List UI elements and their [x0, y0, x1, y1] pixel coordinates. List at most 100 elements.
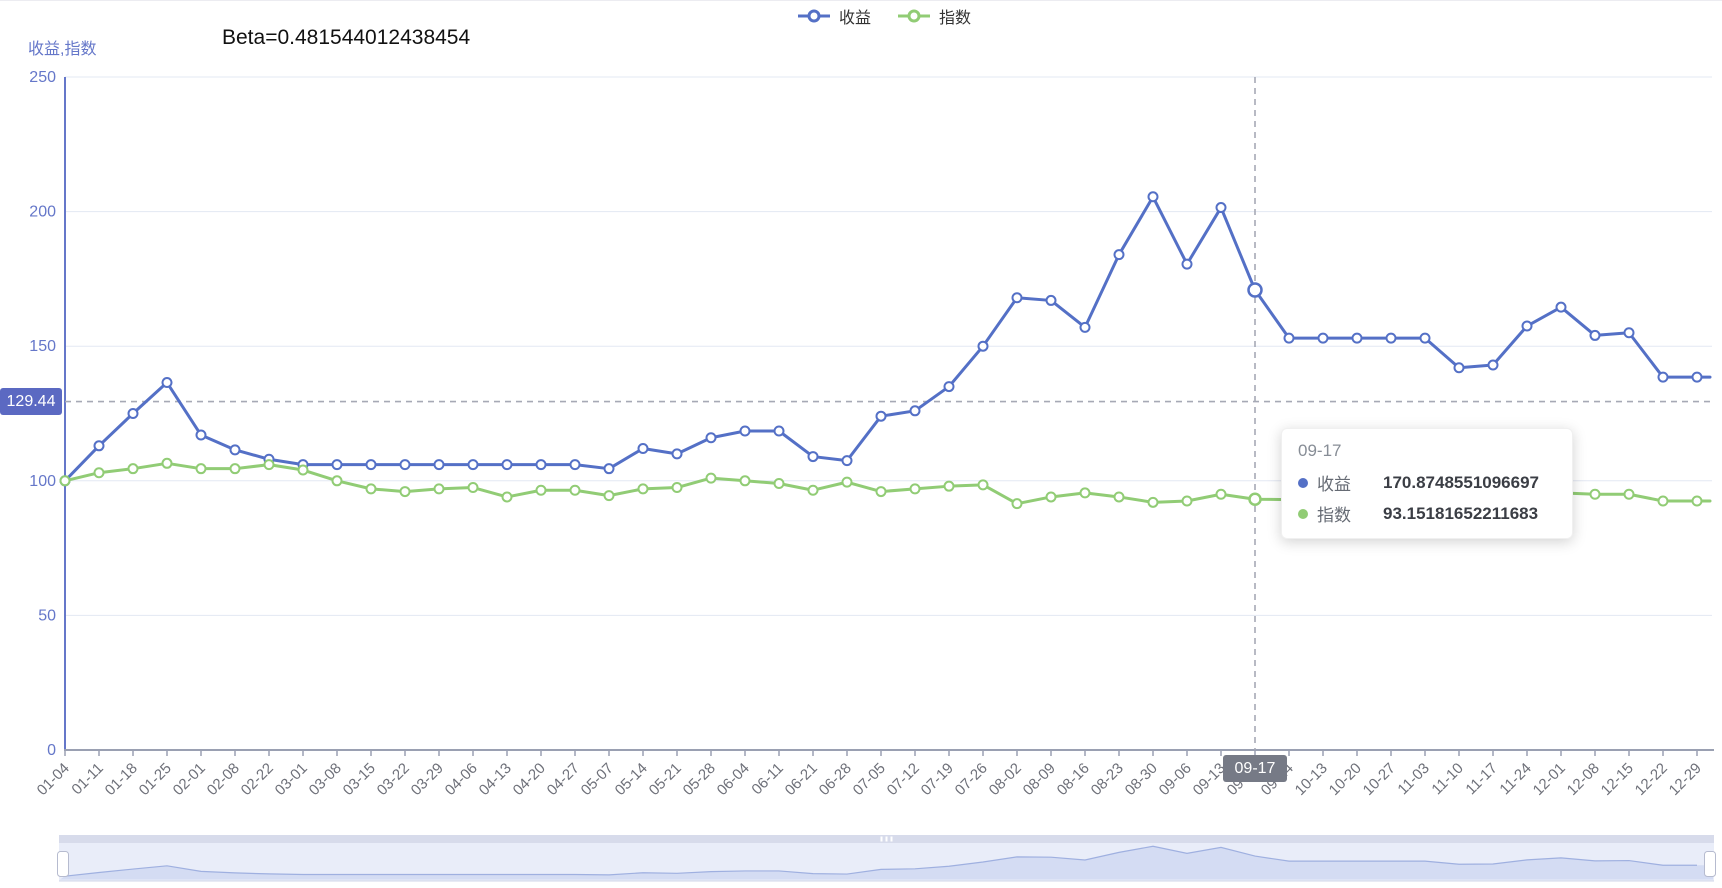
- x-axis-label: 09-06: [1156, 760, 1195, 799]
- data-point-marker: [399, 459, 411, 471]
- legend-item-zhishu[interactable]: 指数: [897, 4, 971, 28]
- data-point-marker: [943, 480, 955, 492]
- data-point-marker: [807, 451, 819, 463]
- data-point-marker: [841, 455, 853, 467]
- data-point-marker: [1453, 362, 1465, 374]
- data-point-marker: [1589, 488, 1601, 500]
- x-axis-label: 03-29: [408, 760, 447, 799]
- series-dot-icon: [1298, 477, 1308, 488]
- data-zoom-left-handle[interactable]: [57, 851, 69, 877]
- data-point-marker: [1011, 498, 1023, 510]
- x-axis-label: 03-08: [306, 760, 345, 799]
- x-axis-label: 11-24: [1496, 760, 1534, 798]
- x-axis-label: 02-08: [204, 760, 243, 799]
- data-point-marker: [1079, 487, 1091, 499]
- legend-item-shouyi[interactable]: 收益: [797, 4, 871, 28]
- x-axis-label: 02-22: [238, 760, 277, 799]
- y-axis-pointer-badge: 129.44: [0, 388, 62, 416]
- x-axis-label: 11-17: [1462, 760, 1500, 798]
- data-point-marker: [161, 377, 173, 389]
- y-axis-label: 200: [29, 204, 56, 221]
- x-axis-label: 04-06: [442, 760, 481, 799]
- x-axis-label: 12-22: [1632, 760, 1671, 799]
- data-point-marker: [1215, 202, 1227, 214]
- data-point-marker: [399, 486, 411, 498]
- data-point-marker: [297, 464, 309, 476]
- data-point-marker: [705, 432, 717, 444]
- line-series-icon: [798, 9, 830, 23]
- data-point-marker: [671, 482, 683, 494]
- data-point-marker: [1521, 320, 1533, 332]
- x-axis-label: 10-20: [1326, 760, 1365, 799]
- data-point-marker: [1623, 327, 1635, 339]
- data-point-marker: [1657, 371, 1669, 383]
- data-point-marker: [1589, 329, 1601, 341]
- data-point-marker: [1317, 332, 1329, 344]
- hovered-data-point: [1248, 492, 1262, 506]
- x-axis-label: 08-09: [1020, 760, 1059, 799]
- x-axis-label: 12-29: [1666, 760, 1705, 799]
- data-point-marker: [1113, 491, 1125, 503]
- data-point-marker: [535, 459, 547, 471]
- data-point-marker: [195, 429, 207, 441]
- data-point-marker: [365, 483, 377, 495]
- x-axis-label: 12-15: [1598, 760, 1637, 799]
- data-point-marker: [161, 457, 173, 469]
- x-axis-label: 08-23: [1088, 760, 1127, 799]
- data-point-marker: [501, 459, 513, 471]
- x-axis-label: 05-21: [646, 760, 685, 799]
- legend: 收益 指数: [797, 4, 971, 28]
- data-point-marker: [229, 463, 241, 475]
- x-axis-label: 03-15: [340, 760, 379, 799]
- y-axis-label: 100: [29, 473, 56, 490]
- axes: [64, 77, 1714, 751]
- x-axis-label: 01-11: [68, 760, 106, 798]
- legend-label: 指数: [939, 10, 972, 27]
- data-point-marker: [739, 475, 751, 487]
- data-point-marker: [875, 486, 887, 498]
- data-zoom-right-handle[interactable]: [1704, 851, 1716, 877]
- grip-dots-icon: [890, 836, 893, 842]
- x-axis-label: 07-05: [850, 760, 889, 799]
- data-point-marker: [501, 491, 513, 503]
- data-point-marker: [569, 459, 581, 471]
- x-axis-pointer-badge: 09-17: [1223, 755, 1287, 782]
- tooltip-date: 09-17: [1298, 441, 1342, 460]
- tooltip-series-label: 指数: [1317, 506, 1351, 525]
- data-zoom-slider[interactable]: [57, 835, 1716, 882]
- data-zoom-shadow-line: [64, 845, 1697, 877]
- data-point-marker: [93, 440, 105, 452]
- data-point-marker: [1283, 332, 1295, 344]
- data-point-marker: [331, 459, 343, 471]
- data-point-marker: [93, 467, 105, 479]
- data-point-marker: [127, 408, 139, 419]
- legend-label: 收益: [839, 10, 872, 27]
- x-axis-label: 07-26: [952, 760, 991, 799]
- x-axis-label: 07-12: [884, 760, 923, 799]
- x-axis-label: 10-13: [1292, 760, 1331, 799]
- x-axis-label: 04-20: [510, 760, 549, 799]
- tooltip-series-value: 170.8748551096697: [1383, 472, 1539, 492]
- series-line-shouyi: [59, 191, 1712, 487]
- tooltip-series-value: 93.15181652211683: [1383, 503, 1539, 523]
- series-dot-icon: [1298, 508, 1308, 519]
- data-point-marker: [637, 442, 649, 454]
- data-point-marker: [603, 463, 615, 475]
- data-point-marker: [943, 381, 955, 393]
- data-point-marker: [637, 483, 649, 495]
- data-point-marker: [535, 484, 547, 496]
- data-point-marker: [909, 483, 921, 495]
- data-point-marker: [127, 463, 139, 475]
- x-axis-label: 02-01: [170, 760, 209, 799]
- x-axis-label: 03-01: [272, 760, 311, 799]
- x-axis-label: 06-28: [816, 760, 855, 799]
- data-point-marker: [671, 448, 683, 460]
- data-point-marker: [1657, 495, 1669, 507]
- data-point-marker: [365, 459, 377, 471]
- x-axis-label: 04-27: [544, 760, 583, 799]
- x-axis-label: 06-04: [714, 760, 753, 799]
- x-axis-label: 08-30: [1122, 760, 1161, 799]
- top-divider: [0, 0, 1722, 1]
